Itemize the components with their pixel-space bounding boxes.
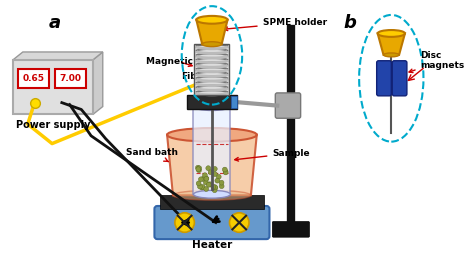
Circle shape bbox=[203, 180, 208, 185]
Polygon shape bbox=[93, 52, 103, 114]
Polygon shape bbox=[378, 34, 405, 55]
Ellipse shape bbox=[383, 53, 399, 57]
Text: Disc
magnets: Disc magnets bbox=[409, 51, 465, 73]
Bar bbox=[13, 60, 93, 114]
Ellipse shape bbox=[378, 30, 405, 37]
Ellipse shape bbox=[193, 103, 230, 110]
Circle shape bbox=[213, 185, 218, 190]
Circle shape bbox=[200, 185, 205, 189]
Circle shape bbox=[197, 166, 201, 171]
Circle shape bbox=[200, 185, 204, 190]
Ellipse shape bbox=[202, 42, 222, 47]
Circle shape bbox=[213, 186, 218, 190]
Bar bbox=[193, 106, 230, 194]
Circle shape bbox=[216, 174, 221, 179]
Circle shape bbox=[208, 182, 212, 187]
Bar bbox=[195, 44, 228, 95]
FancyBboxPatch shape bbox=[275, 93, 301, 118]
Circle shape bbox=[201, 176, 206, 181]
Text: b: b bbox=[344, 14, 357, 32]
Circle shape bbox=[212, 166, 217, 171]
Circle shape bbox=[196, 181, 201, 186]
Circle shape bbox=[223, 169, 228, 174]
Ellipse shape bbox=[196, 16, 228, 24]
Circle shape bbox=[196, 167, 201, 172]
Bar bbox=[187, 95, 237, 109]
Polygon shape bbox=[196, 20, 228, 44]
Ellipse shape bbox=[167, 128, 257, 142]
Circle shape bbox=[204, 187, 209, 191]
Circle shape bbox=[198, 184, 202, 189]
Circle shape bbox=[211, 184, 216, 189]
Bar bbox=[160, 195, 264, 209]
Text: 7.00: 7.00 bbox=[60, 74, 82, 83]
Circle shape bbox=[219, 184, 224, 189]
Text: Magnetic coil: Magnetic coil bbox=[146, 57, 213, 66]
Circle shape bbox=[175, 213, 194, 232]
Circle shape bbox=[199, 177, 203, 182]
Polygon shape bbox=[167, 135, 257, 195]
FancyBboxPatch shape bbox=[392, 61, 407, 96]
Circle shape bbox=[197, 168, 201, 173]
FancyBboxPatch shape bbox=[377, 61, 392, 96]
Circle shape bbox=[212, 172, 218, 177]
Circle shape bbox=[222, 167, 227, 172]
Circle shape bbox=[229, 213, 249, 232]
Circle shape bbox=[215, 178, 220, 183]
Bar bbox=[194, 44, 229, 95]
Ellipse shape bbox=[193, 190, 230, 198]
Text: Fiber: Fiber bbox=[181, 72, 211, 85]
Text: a: a bbox=[49, 14, 61, 32]
Ellipse shape bbox=[173, 190, 251, 200]
Text: Power supply: Power supply bbox=[16, 120, 91, 130]
Text: Heater: Heater bbox=[192, 240, 232, 250]
Bar bbox=[231, 96, 237, 108]
Circle shape bbox=[202, 173, 207, 178]
Circle shape bbox=[223, 170, 228, 175]
Circle shape bbox=[195, 165, 201, 170]
FancyBboxPatch shape bbox=[273, 222, 310, 237]
Text: SPME holder: SPME holder bbox=[224, 18, 327, 31]
Circle shape bbox=[208, 170, 213, 175]
Circle shape bbox=[219, 180, 224, 185]
FancyBboxPatch shape bbox=[155, 206, 269, 239]
FancyBboxPatch shape bbox=[55, 69, 86, 88]
Circle shape bbox=[212, 188, 217, 193]
FancyBboxPatch shape bbox=[18, 69, 49, 88]
Circle shape bbox=[204, 176, 209, 181]
Circle shape bbox=[204, 176, 209, 181]
Circle shape bbox=[206, 182, 211, 187]
Text: Sample: Sample bbox=[235, 149, 310, 161]
Circle shape bbox=[206, 166, 211, 171]
Text: Sand bath: Sand bath bbox=[126, 148, 178, 162]
Polygon shape bbox=[13, 52, 103, 60]
Text: 0.65: 0.65 bbox=[23, 74, 45, 83]
